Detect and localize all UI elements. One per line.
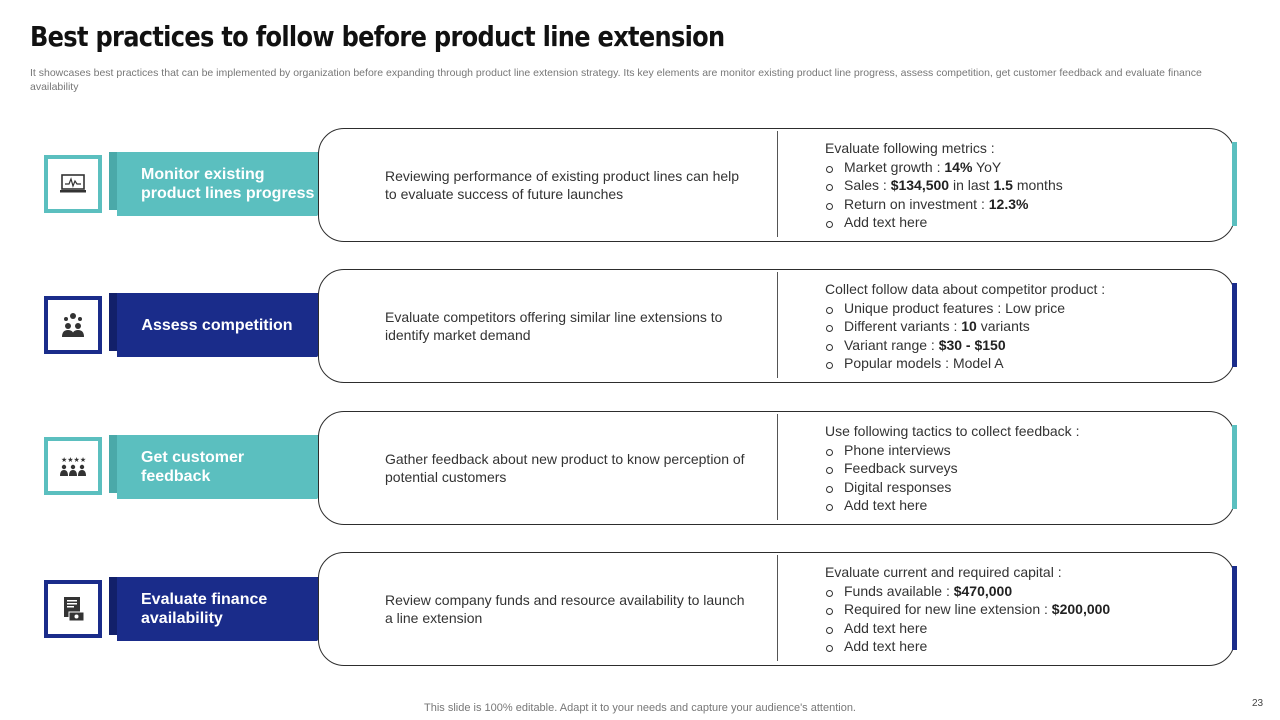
finance-document-icon — [64, 597, 85, 622]
customer-rating-icon: ★★★★ — [60, 456, 86, 476]
detail-bullet: Add text here — [825, 619, 1215, 638]
banner: Monitor existing product lines progress — [117, 152, 337, 216]
icon-frame — [44, 155, 102, 213]
card-accent — [1232, 566, 1237, 650]
card-accent — [1232, 283, 1237, 367]
detail-bullet: Funds available : $470,000 — [825, 582, 1215, 601]
page-title: Best practices to follow before product … — [30, 20, 725, 53]
practice-detail: Use following tactics to collect feedbac… — [825, 422, 1215, 515]
practice-card: Gather feedback about new product to kno… — [318, 411, 1235, 525]
practice-row-competition: Assess competition Evaluate competitors … — [0, 269, 1280, 383]
practice-detail: Evaluate following metrics : Market grow… — [825, 139, 1215, 232]
detail-bullet: Unique product features : Low price — [825, 299, 1215, 318]
banner: Assess competition — [117, 293, 337, 357]
detail-bullet: Phone interviews — [825, 441, 1215, 460]
card-divider — [777, 414, 778, 520]
card-divider — [777, 272, 778, 378]
monitor-chart-icon — [60, 174, 86, 193]
practice-row-feedback: ★★★★ Get customer feedback Gather feedba… — [0, 411, 1280, 525]
card-divider — [777, 555, 778, 661]
practice-detail: Collect follow data about competitor pro… — [825, 280, 1215, 373]
detail-bullet: Market growth : 14% YoY — [825, 158, 1215, 177]
detail-bullet: Feedback surveys — [825, 459, 1215, 478]
icon-frame: ★★★★ — [44, 437, 102, 495]
detail-bullet: Add text here — [825, 213, 1215, 232]
footer-note: This slide is 100% editable. Adapt it to… — [424, 702, 856, 714]
practice-detail: Evaluate current and required capital : … — [825, 563, 1215, 656]
detail-title: Use following tactics to collect feedbac… — [825, 423, 1080, 439]
detail-bullet: Return on investment : 12.3% — [825, 195, 1215, 214]
practice-row-monitor: Monitor existing product lines progress … — [0, 128, 1280, 242]
detail-bullet: Variant range : $30 - $150 — [825, 336, 1215, 355]
practice-label: Evaluate finance availability — [141, 591, 268, 627]
practice-row-finance: Evaluate finance availability Review com… — [0, 552, 1280, 666]
practice-description: Review company funds and resource availa… — [385, 592, 745, 626]
svg-text:★★★★: ★★★★ — [61, 456, 86, 464]
practice-label: Get customer feedback — [141, 449, 245, 485]
banner: Get customer feedback — [117, 435, 337, 499]
page-subtitle: It showcases best practices that can be … — [30, 67, 1202, 93]
practice-description: Gather feedback about new product to kno… — [385, 451, 745, 485]
practice-label: Monitor existing product lines progress — [141, 166, 315, 202]
detail-bullet: Digital responses — [825, 478, 1215, 497]
practice-card: Review company funds and resource availa… — [318, 552, 1235, 666]
card-accent — [1232, 425, 1237, 509]
practice-label: Assess competition — [141, 316, 293, 334]
card-accent — [1232, 142, 1237, 226]
detail-bullet: Add text here — [825, 496, 1215, 515]
competition-group-icon — [62, 313, 84, 337]
card-divider — [777, 131, 778, 237]
banner: Evaluate finance availability — [117, 577, 337, 641]
detail-bullet: Sales : $134,500 in last 1.5 months — [825, 176, 1215, 195]
page-number: 23 — [1252, 698, 1264, 709]
detail-title: Collect follow data about competitor pro… — [825, 281, 1106, 297]
detail-bullet: Required for new line extension : $200,0… — [825, 600, 1215, 619]
practice-card: Evaluate competitors offering similar li… — [318, 269, 1235, 383]
detail-title: Evaluate current and required capital : — [825, 564, 1062, 580]
practice-card: Reviewing performance of existing produc… — [318, 128, 1235, 242]
practice-description: Evaluate competitors offering similar li… — [385, 309, 723, 343]
icon-frame — [44, 296, 102, 354]
detail-bullet: Popular models : Model A — [825, 354, 1215, 373]
practice-description: Reviewing performance of existing produc… — [385, 168, 740, 202]
detail-title: Evaluate following metrics : — [825, 140, 995, 156]
icon-frame — [44, 580, 102, 638]
detail-bullet: Different variants : 10 variants — [825, 317, 1215, 336]
detail-bullet: Add text here — [825, 637, 1215, 656]
